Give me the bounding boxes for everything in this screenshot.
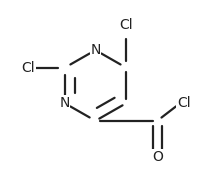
Text: O: O [152, 150, 163, 164]
Text: Cl: Cl [177, 96, 191, 110]
Text: N: N [59, 96, 70, 110]
Text: Cl: Cl [120, 18, 133, 32]
Text: N: N [90, 43, 101, 57]
Text: Cl: Cl [22, 61, 35, 75]
